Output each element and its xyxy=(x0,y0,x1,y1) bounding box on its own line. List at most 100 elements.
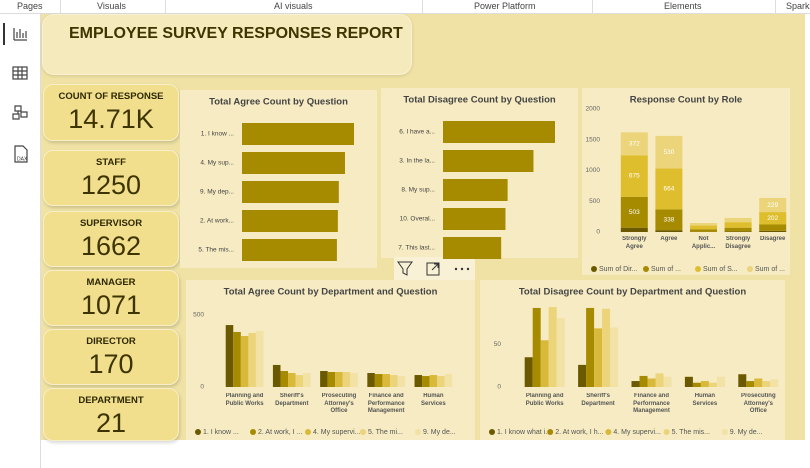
y-tick-label: 500 xyxy=(193,312,204,319)
bar xyxy=(524,357,533,387)
bar-segment xyxy=(724,222,752,228)
bar xyxy=(716,376,725,387)
legend-label: 4. My supervi... xyxy=(613,429,661,436)
report-view-icon[interactable] xyxy=(13,28,27,41)
y-tick-label: 50 xyxy=(494,341,502,348)
bar xyxy=(708,382,717,387)
tab[interactable]: AI visuals xyxy=(274,1,313,11)
bar xyxy=(556,318,565,387)
bar xyxy=(242,181,339,203)
focus-icon[interactable] xyxy=(426,262,440,276)
card[interactable]: COUNT OF RESPONSE 14.71K xyxy=(43,84,179,141)
bar xyxy=(548,307,557,387)
x-tick-label: Disagree xyxy=(760,236,786,242)
x-tick-label: Strongly Agree xyxy=(622,236,647,250)
x-tick-label: Planning and Public Works xyxy=(225,393,264,407)
card[interactable]: SUPERVISOR 1662 xyxy=(43,211,179,267)
bar xyxy=(594,328,603,387)
model-view-icon[interactable] xyxy=(12,105,28,120)
bar xyxy=(443,179,508,201)
bar xyxy=(242,152,345,174)
legend-label: Sum of S... xyxy=(703,266,738,273)
bar xyxy=(684,376,693,387)
bar xyxy=(443,150,534,172)
legend-marker xyxy=(195,429,201,435)
bar-segment xyxy=(620,196,648,228)
dax-label: DAX xyxy=(17,156,28,162)
bar xyxy=(382,374,390,387)
x-tick-label: Human Services xyxy=(421,393,446,407)
legend-marker xyxy=(747,266,753,272)
x-tick-label: Not Applic... xyxy=(691,236,716,250)
card[interactable]: MANAGER 1071 xyxy=(43,270,179,326)
x-tick-label: Strongly Disagree xyxy=(725,236,751,250)
bar xyxy=(240,336,249,387)
bar xyxy=(422,376,430,387)
legend-marker xyxy=(591,266,597,272)
bar xyxy=(225,325,234,387)
card[interactable]: DEPARTMENT 21 xyxy=(43,388,179,441)
y-tick-label: 7. This last... xyxy=(398,245,435,252)
data-label: 530 xyxy=(663,149,674,156)
y-tick-label: 2000 xyxy=(586,106,601,113)
chart-title: Response Count by Role xyxy=(630,95,742,106)
legend-label: Sum of ... xyxy=(755,266,785,273)
card-label: SUPERVISOR xyxy=(79,218,143,229)
x-tick-label: Human Services xyxy=(693,393,718,407)
bar xyxy=(242,210,338,232)
bar xyxy=(443,237,502,259)
y-tick-label: 0 xyxy=(497,384,501,391)
tab[interactable]: Elements xyxy=(664,1,702,11)
card[interactable]: STAFF 1250 xyxy=(43,150,179,206)
active-indicator xyxy=(3,23,5,45)
bar xyxy=(631,381,640,387)
bar xyxy=(288,373,296,387)
y-tick-label: 500 xyxy=(589,198,600,205)
report-title: EMPLOYEE SURVEY RESPONSES REPORT xyxy=(69,25,403,42)
bar xyxy=(320,371,328,387)
x-tick-label: Strongly Disagree xyxy=(725,236,751,250)
card-value: 21 xyxy=(95,408,127,438)
tab[interactable]: Spark xyxy=(786,1,810,11)
legend-marker xyxy=(695,266,701,272)
x-tick-label: Prosecuting Attorney's Office xyxy=(740,393,776,414)
x-tick-label: Finance and Performance Management xyxy=(633,393,670,414)
legend-marker xyxy=(489,429,495,435)
x-tick-label: Human Services xyxy=(421,393,446,407)
tab[interactable]: Pages xyxy=(17,1,43,11)
dax-view-icon[interactable] xyxy=(14,145,28,163)
bar xyxy=(444,374,453,387)
card-value: 170 xyxy=(88,349,134,379)
card-value: 14.71K xyxy=(68,104,154,134)
card[interactable]: DIRECTOR 170 xyxy=(43,329,179,385)
x-tick-label: Planning and Public Works xyxy=(225,393,264,407)
more-options-icon[interactable] xyxy=(454,267,470,271)
bar xyxy=(429,375,438,387)
chart-panel xyxy=(180,90,377,268)
y-tick-label: 1. I know ... xyxy=(201,131,234,138)
y-tick-label: 0 xyxy=(200,384,204,391)
bar-segment xyxy=(759,212,787,225)
legend-label: 5. The mis... xyxy=(672,429,710,436)
y-tick-label: 4. My sup... xyxy=(200,160,234,167)
legend-label: 2. At work, I ... xyxy=(258,429,302,436)
x-tick-label: Planning and Public Works xyxy=(526,393,564,407)
y-tick-label: 6. I have a... xyxy=(399,129,435,136)
data-label: 664 xyxy=(663,186,674,193)
bar xyxy=(342,372,351,387)
bar xyxy=(663,376,672,387)
legend-marker xyxy=(605,429,612,435)
x-tick-label: Disagree xyxy=(760,236,786,242)
data-label: 202 xyxy=(767,215,778,222)
x-tick-label: Not Applic... xyxy=(691,236,716,250)
x-tick-label: Finance and Performance Management xyxy=(368,393,405,414)
x-tick-label: Prosecuting Attorney's Office xyxy=(321,393,357,414)
filter-icon[interactable] xyxy=(397,261,413,276)
tab[interactable]: Power Platform xyxy=(474,1,536,11)
y-tick-label: 1500 xyxy=(586,136,601,143)
bar-segment xyxy=(620,227,648,232)
bar xyxy=(738,374,747,387)
y-tick-label: 9. My dep... xyxy=(200,189,234,196)
tab[interactable]: Visuals xyxy=(97,1,126,11)
table-view-icon[interactable] xyxy=(12,66,28,80)
